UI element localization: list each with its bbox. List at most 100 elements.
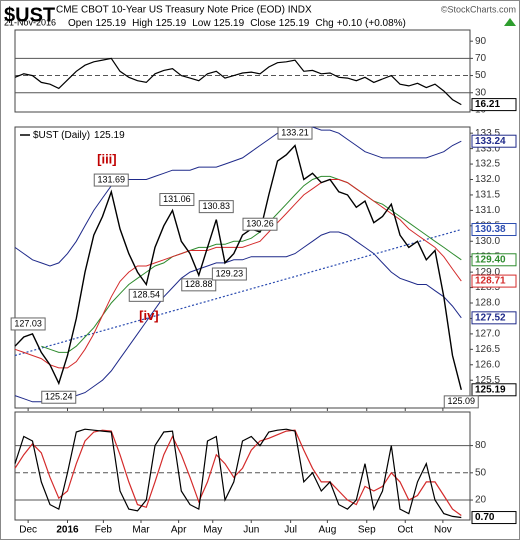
x-tick-label: 2016 — [56, 525, 79, 536]
quote-value: 125.19 — [214, 18, 245, 29]
annotation-box — [277, 126, 313, 140]
y-tick-label: 132.5 — [475, 159, 500, 170]
quote-value: 125.19 — [95, 18, 126, 29]
series-line — [41, 175, 462, 353]
legend-label: $UST (Daily) 125.19 — [33, 130, 125, 141]
quote-value: (+0.08%) — [365, 18, 406, 29]
up-arrow — [504, 18, 516, 26]
last-value-label: 127.52 — [475, 312, 506, 323]
x-tick-label: Mar — [132, 525, 150, 536]
y-tick-label: 133.0 — [475, 143, 500, 154]
annotation-box — [211, 267, 247, 281]
x-tick-label: Jun — [243, 525, 259, 536]
y-tick-label: 125.5 — [475, 375, 500, 386]
x-tick-label: Aug — [318, 525, 336, 536]
date: 21-Nov-2016 — [4, 17, 56, 27]
y-tick-label: 130.0 — [475, 236, 500, 247]
annotation: 133.21 — [281, 128, 309, 138]
annotation: 130.26 — [246, 219, 274, 229]
annotation: 125.24 — [45, 392, 73, 402]
y-tick-label: 128.0 — [475, 298, 500, 309]
last-value-box — [471, 511, 517, 525]
last-value-label: 129.40 — [475, 254, 506, 265]
quote-label: Close — [250, 18, 276, 29]
y-tick-label: 90 — [475, 36, 487, 47]
y-tick-label: 20 — [475, 495, 487, 506]
last-value-box — [471, 383, 517, 397]
x-tick-label: Oct — [397, 525, 413, 536]
annotation: 129.23 — [216, 268, 244, 278]
series-line — [14, 126, 462, 267]
wave-label: [iii] — [97, 151, 117, 166]
x-tick-label: Sep — [358, 525, 376, 536]
last-value-box — [471, 274, 517, 288]
quote-value: +0.10 — [337, 18, 363, 29]
last-value-label: 125.19 — [475, 384, 506, 395]
y-tick-label: 128.5 — [475, 282, 500, 293]
y-tick-label: 127.0 — [475, 329, 500, 340]
annotation-box — [128, 288, 164, 302]
annotation-box — [159, 193, 195, 207]
last-value-box — [471, 98, 517, 112]
x-tick-label: Nov — [434, 525, 452, 536]
annotation: 131.06 — [163, 194, 191, 204]
legend-value: 125.19 — [94, 130, 125, 141]
quote-label: Chg — [315, 18, 333, 29]
series-line — [14, 428, 462, 519]
last-value-box — [471, 311, 517, 325]
last-value-box — [471, 253, 517, 267]
series-line — [14, 228, 462, 357]
annotation-box — [10, 317, 46, 331]
x-tick-label: Dec — [19, 525, 37, 536]
x-tick-label: Feb — [95, 525, 113, 536]
y-tick-label: 133.5 — [475, 128, 500, 139]
quote-value: 125.19 — [156, 18, 187, 29]
quote-label: Low — [192, 18, 211, 29]
x-tick-label: May — [203, 525, 222, 536]
last-value-label: 0.70 — [475, 512, 495, 523]
x-tick-label: Jul — [284, 525, 297, 536]
y-tick-label: 131.5 — [475, 190, 500, 201]
y-tick-label: 50 — [475, 467, 487, 478]
wave-label: [iv] — [139, 308, 159, 323]
annotation: 128.54 — [132, 290, 160, 300]
annotation: 130.83 — [202, 201, 230, 211]
last-value-label: 133.24 — [475, 136, 506, 147]
last-value-label: 128.71 — [475, 276, 506, 287]
annotation: 127.03 — [14, 318, 42, 328]
panel — [14, 411, 471, 521]
y-tick-label: 80 — [475, 440, 487, 451]
series-line — [14, 429, 462, 516]
symbol: $UST — [4, 4, 55, 26]
y-tick-label: 126.5 — [475, 344, 500, 355]
y-tick-label: 70 — [475, 53, 487, 64]
y-tick-label: 132.0 — [475, 174, 500, 185]
annotation-box — [41, 390, 77, 404]
annotation-box — [443, 395, 479, 409]
y-tick-label: 50 — [475, 70, 487, 81]
annotation: 125.09 — [447, 396, 475, 406]
quote-label: Open — [68, 18, 92, 29]
series-line — [14, 144, 462, 390]
legend-name: $UST (Daily) — [33, 130, 90, 141]
last-value-label: 130.38 — [475, 224, 506, 235]
y-tick-label: 30 — [475, 87, 487, 98]
series-line — [14, 57, 462, 106]
panel — [14, 29, 471, 113]
y-tick-label: 129.0 — [475, 267, 500, 278]
panel — [14, 126, 471, 409]
y-tick-label: 131.0 — [475, 205, 500, 216]
credit: ©StockCharts.com — [441, 4, 516, 14]
annotation: 128.88 — [185, 279, 213, 289]
title: CME CBOT 10-Year US Treasury Note Price … — [56, 5, 312, 16]
x-tick-label: Apr — [171, 525, 187, 536]
quote: Open 125.19 High 125.19 Low 125.19 Close 125.19… — [68, 18, 406, 29]
annotation: 131.69 — [97, 174, 125, 184]
annotation-box — [198, 200, 234, 214]
quote-value: 125.19 — [279, 18, 310, 29]
annotation-box — [181, 278, 217, 292]
quote-label: High — [132, 18, 153, 29]
last-value-label: 16.21 — [475, 99, 500, 110]
series-line — [14, 231, 462, 403]
